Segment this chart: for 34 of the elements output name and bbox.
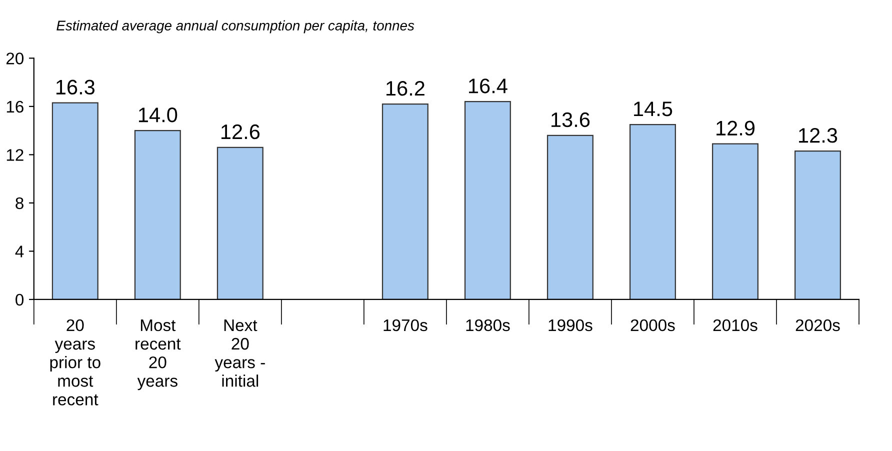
y-tick-label: 4	[15, 246, 24, 258]
y-tick-label: 12	[6, 149, 24, 161]
data-label: 12.3	[799, 128, 838, 143]
bar	[794, 150, 841, 300]
x-tick-label: 1990s	[548, 319, 592, 332]
data-label: 13.6	[552, 112, 590, 128]
bar	[216, 146, 264, 300]
data-label: 14.5	[634, 102, 672, 116]
chart-title: Estimated average annual consumption per capita, tonnes	[56, 20, 414, 34]
x-tick-label: 2000s	[630, 319, 675, 332]
bar	[52, 102, 98, 300]
x-tick-label: 20 years prior to most recent	[50, 319, 100, 406]
bar	[464, 101, 511, 300]
y-tick-label: 16	[6, 100, 24, 113]
data-label: 14.0	[138, 108, 178, 122]
x-tick-label: Most recent 20 years	[136, 320, 181, 390]
bar	[546, 134, 594, 300]
bar	[134, 130, 181, 300]
bar	[382, 103, 428, 300]
x-tick-label: 1980s	[466, 319, 510, 332]
x-tick-label: Next 20 years - initial	[214, 320, 265, 387]
data-label: 16.2	[386, 80, 424, 96]
y-tick-label: 0	[16, 294, 24, 306]
data-label: 16.3	[56, 80, 95, 95]
x-tick-label: 2010s	[713, 319, 758, 332]
y-tick-label: 8	[16, 197, 24, 210]
y-tick-label: 20	[6, 52, 24, 64]
x-tick-label: 2020s	[796, 319, 840, 332]
bar	[629, 124, 676, 300]
x-tick-label: 1970s	[384, 319, 428, 332]
data-label: 16.4	[469, 78, 508, 94]
data-label: 12.6	[221, 124, 260, 140]
data-label: 12.9	[716, 120, 755, 136]
bar	[712, 143, 758, 300]
